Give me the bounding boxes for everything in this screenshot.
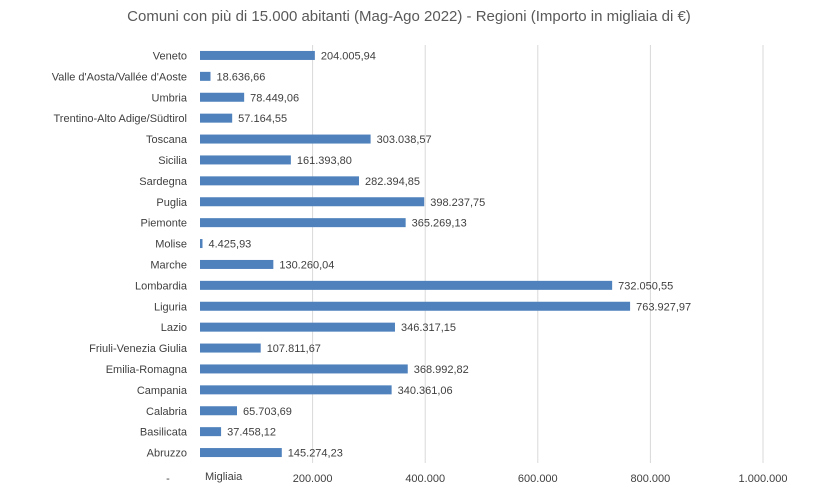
bar (200, 113, 233, 123)
data-label: 18.636,66 (216, 71, 265, 83)
data-label: 398.237,75 (430, 197, 485, 209)
data-label: 4.425,93 (208, 239, 251, 251)
category-label: Campania (137, 385, 188, 397)
bar (200, 280, 613, 290)
bar (200, 71, 211, 81)
bar (200, 448, 282, 458)
data-label: 368.992,82 (414, 364, 469, 376)
category-label: Friuli-Venezia Giulia (89, 343, 188, 355)
category-label: Sardegna (139, 176, 188, 188)
bar (200, 406, 237, 416)
bar (200, 343, 261, 353)
category-label: Emilia-Romagna (106, 364, 188, 376)
category-label: Marche (150, 259, 187, 271)
data-label: 340.361,06 (398, 385, 453, 397)
bar (200, 364, 408, 374)
category-label: Lazio (161, 322, 187, 334)
category-label: Calabria (146, 406, 188, 418)
data-label: 78.449,06 (250, 92, 299, 104)
data-label: 303.038,57 (377, 134, 432, 146)
category-label: Toscana (146, 134, 188, 146)
bar (200, 385, 392, 395)
bar (200, 301, 631, 311)
data-label: 346.317,15 (401, 322, 456, 334)
x-tick-label: 800.000 (631, 473, 671, 485)
bar (200, 92, 245, 102)
category-label: Liguria (154, 301, 188, 313)
data-label: 57.164,55 (238, 113, 287, 125)
bar (200, 259, 274, 269)
category-label: Puglia (156, 197, 187, 209)
bar (200, 427, 222, 437)
data-label: 37.458,12 (227, 427, 276, 439)
data-label: 161.393,80 (297, 155, 352, 167)
data-label: 365.269,13 (412, 218, 467, 230)
category-label: Abruzzo (147, 448, 187, 460)
category-label: Lombardia (135, 280, 188, 292)
x-tick-label: - (166, 473, 170, 485)
data-label: 145.274,23 (288, 448, 343, 460)
category-label: Piemonte (141, 218, 187, 230)
bar (200, 322, 395, 332)
data-label: 282.394,85 (365, 176, 420, 188)
data-label: 732.050,55 (618, 280, 673, 292)
bar (200, 239, 203, 249)
x-axis-label: Migliaia (205, 471, 243, 483)
bar (200, 197, 425, 207)
data-label: 130.260,04 (279, 259, 334, 271)
chart-title: Comuni con più di 15.000 abitanti (Mag-A… (127, 8, 691, 25)
bar (200, 176, 359, 186)
category-label: Molise (155, 239, 187, 251)
bar (200, 134, 371, 144)
data-label: 107.811,67 (267, 343, 321, 355)
bar (200, 218, 406, 228)
data-label: 65.703,69 (243, 406, 292, 418)
x-tick-label: 400.000 (405, 473, 445, 485)
x-tick-label: 600.000 (518, 473, 558, 485)
category-label: Basilicata (140, 427, 188, 439)
bar (200, 50, 315, 60)
category-label: Umbria (152, 92, 188, 104)
data-label: 204.005,94 (321, 50, 376, 62)
x-tick-label: 1.000.000 (739, 473, 788, 485)
data-label: 763.927,97 (636, 301, 691, 313)
bar (200, 155, 291, 165)
category-label: Trentino-Alto Adige/Südtirol (54, 113, 188, 125)
category-label: Sicilia (158, 155, 188, 167)
x-tick-label: 200.000 (293, 473, 333, 485)
category-label: Valle d'Aosta/Vallée d'Aoste (52, 71, 187, 83)
category-label: Veneto (153, 50, 187, 62)
